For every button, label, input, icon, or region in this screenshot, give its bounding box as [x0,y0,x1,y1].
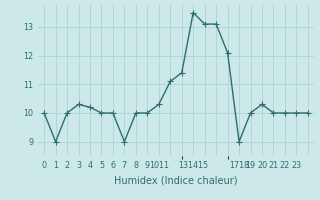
X-axis label: Humidex (Indice chaleur): Humidex (Indice chaleur) [114,175,238,185]
